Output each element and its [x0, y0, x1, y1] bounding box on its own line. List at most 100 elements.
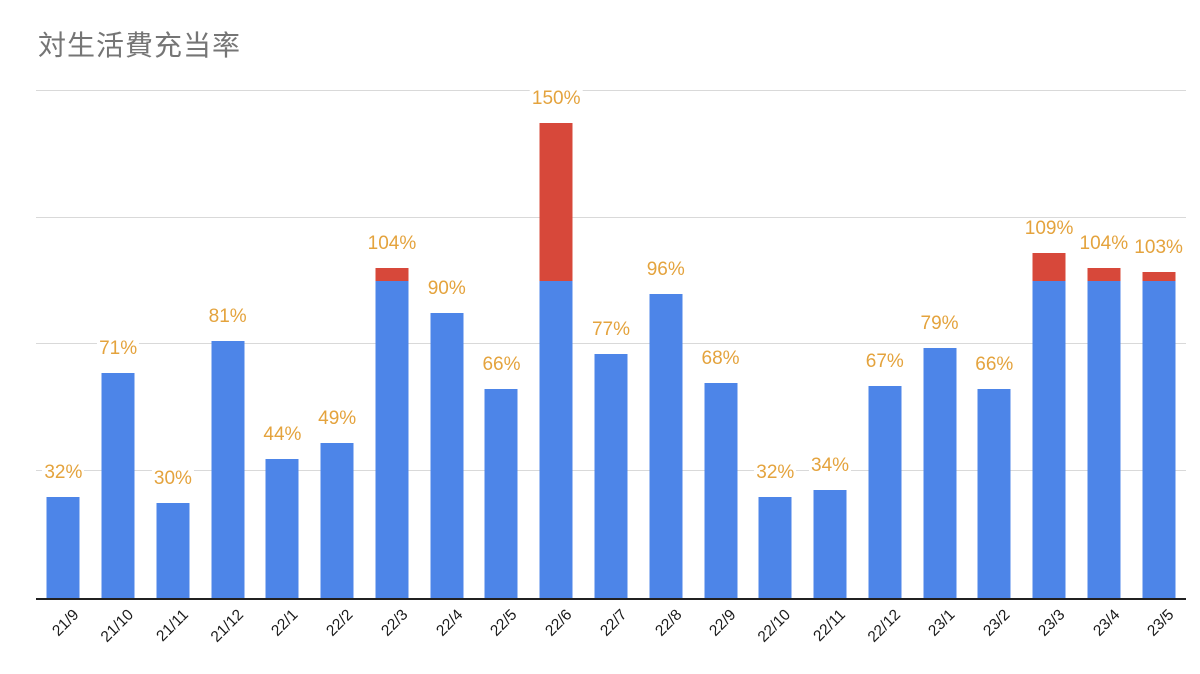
value-label: 71%: [97, 338, 140, 360]
x-tick-label: 22/8: [651, 606, 686, 640]
chart-column: 67% 22/12: [857, 91, 912, 646]
value-label: 77%: [589, 319, 632, 341]
bar-22-7: [594, 354, 628, 598]
x-tick-label: 22/3: [377, 606, 412, 640]
bar-segment-base: [758, 496, 792, 598]
bar-segment-over-threshold: [1032, 252, 1066, 282]
gridline-120pct: [36, 217, 1186, 218]
bar-segment-base: [1032, 281, 1066, 598]
bar-segment-over-threshold: [375, 268, 409, 282]
chart-title: 対生活費充当率: [38, 30, 242, 61]
bar-segment-base: [484, 388, 518, 598]
x-tick-label: 21/10: [97, 606, 138, 646]
value-label: 68%: [699, 347, 742, 369]
chart-column: 109% 23/3: [1022, 91, 1077, 640]
chart-column: 66% 22/5: [474, 91, 529, 640]
bar-22-12: [868, 385, 902, 598]
x-tick-label: 23/3: [1035, 606, 1069, 640]
bar-21-11: [156, 502, 190, 598]
bar-segment-base: [813, 490, 847, 598]
bar-22-10: [758, 496, 792, 598]
value-label: 104%: [365, 233, 419, 255]
chart-column: 104% 23/4: [1076, 91, 1131, 640]
bar-23-5: [1142, 271, 1176, 598]
value-label: 104%: [1077, 233, 1131, 255]
bar-segment-base: [704, 382, 738, 598]
x-tick-label: 22/11: [810, 606, 850, 645]
value-label: 90%: [425, 277, 468, 299]
x-tick-label: 22/1: [268, 606, 302, 640]
bar-segment-base: [211, 341, 245, 598]
value-label: 66%: [480, 353, 523, 375]
bar-22-9: [704, 382, 738, 598]
value-label: 32%: [754, 461, 797, 483]
value-label: 44%: [261, 423, 304, 445]
bar-segment-base: [539, 281, 573, 598]
chart-column: 79% 23/1: [912, 91, 967, 640]
chart-column: 32% 22/10: [748, 91, 803, 646]
chart-column: 103% 23/5: [1131, 91, 1186, 640]
x-tick-label: 22/10: [755, 606, 795, 646]
bar-segment-base: [430, 312, 464, 598]
bar-22-1: [265, 458, 299, 598]
x-tick-label: 22/4: [432, 606, 467, 640]
bar-22-8: [649, 293, 683, 598]
bar-segment-base: [868, 385, 902, 598]
bar-segment-base: [1087, 281, 1121, 598]
bar-22-5: [484, 388, 518, 598]
x-tick-label: 22/12: [864, 606, 905, 646]
bar-segment-base: [594, 354, 628, 598]
value-label: 96%: [644, 258, 687, 280]
x-tick-label: 21/9: [49, 606, 83, 640]
bar-segment-base: [649, 293, 683, 598]
x-tick-label: 21/11: [153, 606, 193, 645]
chart-column: 81% 21/12: [200, 91, 255, 646]
gridline-80pct: [36, 343, 1186, 344]
chart-column: 32% 21/9: [36, 91, 91, 640]
bar-segment-base: [265, 458, 299, 598]
bar-segment-base: [46, 496, 80, 598]
value-label: 103%: [1132, 236, 1185, 258]
value-label: 34%: [809, 455, 852, 477]
bar-segment-base: [977, 388, 1011, 598]
value-label: 79%: [918, 312, 961, 334]
chart-column: 90% 22/4: [419, 91, 474, 640]
bar-22-11: [813, 490, 847, 598]
bar-segment-base: [375, 281, 409, 598]
chart-column: 44% 22/1: [255, 91, 310, 640]
chart-column: 68% 22/9: [693, 91, 748, 640]
chart-column: 34% 22/11: [803, 91, 858, 645]
value-label: 81%: [206, 306, 249, 328]
value-label: 150%: [529, 87, 583, 109]
gridline-160pct: [36, 90, 1186, 91]
x-tick-label: 22/5: [487, 606, 521, 640]
value-label: 32%: [42, 461, 85, 483]
x-tick-label: 22/2: [323, 606, 357, 640]
x-tick-label: 22/9: [706, 606, 740, 640]
bar-21-10: [101, 373, 135, 598]
bar-segment-over-threshold: [1087, 268, 1121, 282]
bar-segment-over-threshold: [1142, 271, 1176, 282]
bar-segment-base: [923, 347, 957, 598]
chart-column: 71% 21/10: [91, 91, 146, 646]
x-tick-label: 23/2: [980, 606, 1014, 640]
x-tick-label: 23/4: [1089, 606, 1124, 640]
chart-column: 49% 22/2: [310, 91, 365, 640]
chart-column: 150% 22/6: [529, 87, 584, 640]
bar-23-1: [923, 347, 957, 598]
x-tick-label: 23/5: [1144, 606, 1178, 640]
bar-segment-base: [320, 442, 354, 598]
plot-area: 32% 21/9 71% 21/10 30% 21/11 81% 21/12 44% 22/1 49…: [36, 87, 1186, 646]
x-tick-label: 23/1: [925, 606, 959, 640]
bar-segment-over-threshold: [539, 122, 573, 282]
chart-column: 96% 22/8: [638, 91, 693, 640]
value-label: 30%: [151, 467, 194, 489]
chart-column: 66% 23/2: [967, 91, 1022, 640]
bar-segment-base: [1142, 281, 1176, 598]
chart-column: 30% 21/11: [146, 91, 201, 645]
x-tick-label: 22/7: [596, 606, 631, 640]
bar-21-12: [211, 341, 245, 598]
bar-22-2: [320, 442, 354, 598]
chart-column: 77% 22/7: [584, 91, 639, 640]
x-tick-label: 21/12: [207, 606, 247, 646]
